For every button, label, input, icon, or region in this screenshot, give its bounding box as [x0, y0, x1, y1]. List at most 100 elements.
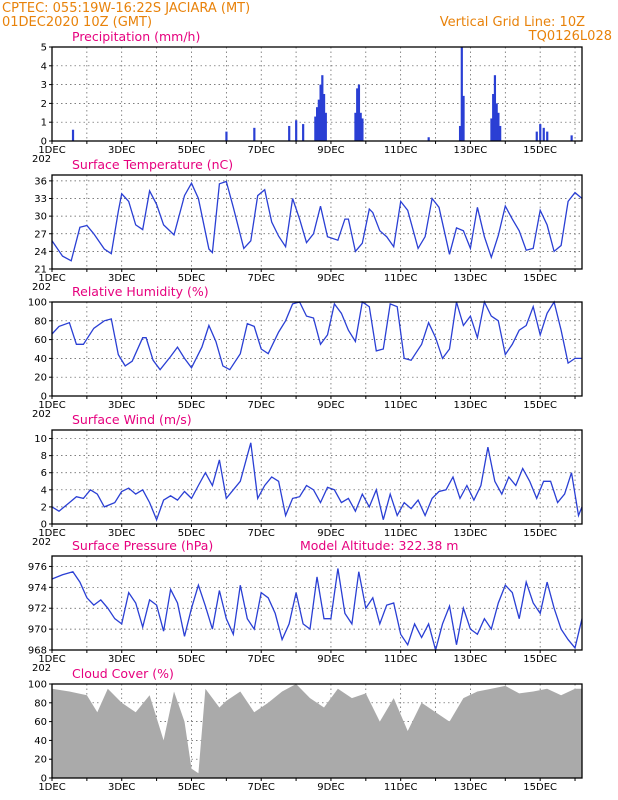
cloud-ytick-label: 40 — [34, 736, 47, 747]
temp-ytick-label: 24 — [34, 247, 47, 258]
rh-year-label: 202 — [32, 409, 51, 420]
wind-xtick-label: 11DEC — [384, 528, 418, 539]
press-title: Surface Pressure (hPa) — [72, 538, 213, 553]
rh-ytick-label: 60 — [34, 335, 47, 346]
precip-bar — [317, 99, 320, 141]
cloud-ytick-label: 80 — [34, 698, 47, 709]
press-xtick-label: 9DEC — [317, 654, 344, 665]
wind-ytick-label: 4 — [41, 485, 47, 496]
wind-ytick-label: 8 — [41, 451, 47, 462]
cloud-ytick-label: 0 — [41, 774, 47, 785]
press-series-line — [51, 568, 583, 653]
precip-year-label: 202 — [32, 154, 51, 165]
rh-ytick-label: 20 — [34, 373, 47, 384]
precip-bar — [324, 112, 327, 141]
precip-ytick-label: 5 — [41, 43, 47, 54]
temp-xtick-label: 1DEC — [38, 273, 65, 284]
precip-xtick-label: 7DEC — [248, 145, 275, 156]
precip-xtick-label: 11DEC — [384, 145, 418, 156]
wind-ytick-label: 2 — [41, 502, 47, 513]
wind-title: Surface Wind (m/s) — [72, 412, 192, 427]
rh-xtick-label: 15DEC — [523, 400, 557, 411]
precip-bar — [288, 125, 291, 141]
cloud-xtick-label: 13DEC — [454, 782, 488, 793]
press-xtick-label: 3DEC — [108, 654, 135, 665]
header-location: CPTEC: 055:19W-16:22S JACIARA (MT) — [2, 1, 250, 16]
cloud-ytick-label: 20 — [34, 755, 47, 766]
wind-series-line — [51, 442, 583, 522]
cloud-xtick-label: 5DEC — [178, 782, 205, 793]
cloud-xtick-label: 15DEC — [523, 782, 557, 793]
cloud-title: Cloud Cover (%) — [72, 666, 174, 681]
cloud-xtick-label: 11DEC — [384, 782, 418, 793]
wind-year-label: 202 — [32, 537, 51, 548]
precip-bar — [361, 118, 364, 141]
header-date: 01DEC2020 10Z (GMT) — [2, 15, 152, 30]
temp-xtick-label: 9DEC — [317, 273, 344, 284]
precip-ytick-label: 1 — [41, 118, 47, 129]
precip-bar — [302, 124, 305, 141]
press-xtick-label: 5DEC — [178, 654, 205, 665]
precip-bar — [490, 118, 493, 141]
cloud-ytick-label: 100 — [28, 680, 47, 691]
temp-ytick-label: 27 — [34, 229, 47, 240]
temp-xtick-label: 3DEC — [108, 273, 135, 284]
rh-series-line — [51, 299, 582, 371]
press-frame — [51, 555, 583, 651]
wind-xtick-label: 1DEC — [38, 528, 65, 539]
temp-ytick-label: 33 — [34, 194, 47, 205]
precip-ytick-label: 3 — [41, 80, 47, 91]
wind-ytick-label: 0 — [41, 520, 47, 531]
precip-xtick-label: 13DEC — [454, 145, 488, 156]
cloud-xtick-label: 3DEC — [108, 782, 135, 793]
press-xtick-label: 15DEC — [523, 654, 557, 665]
precip-bar — [460, 47, 463, 141]
press-annotation: Model Altitude: 322.38 m — [300, 538, 458, 553]
temp-xtick-label: 7DEC — [248, 273, 275, 284]
press-xtick-label: 1DEC — [38, 654, 65, 665]
precip-bar — [535, 131, 538, 141]
rh-xtick-label: 5DEC — [178, 400, 205, 411]
rh-ytick-label: 80 — [34, 316, 47, 327]
precip-bar — [546, 131, 549, 141]
precip-bar — [356, 88, 359, 141]
wind-frame — [51, 429, 583, 525]
precip-bar — [322, 94, 326, 141]
cloud-area — [52, 684, 582, 778]
press-xtick-label: 13DEC — [454, 654, 488, 665]
press-xtick-label: 11DEC — [384, 654, 418, 665]
rh-xtick-label: 9DEC — [317, 400, 344, 411]
rh-xtick-label: 11DEC — [384, 400, 418, 411]
rh-xtick-label: 3DEC — [108, 400, 135, 411]
cloud-frame — [51, 683, 583, 779]
precip-xtick-label: 5DEC — [178, 145, 205, 156]
rh-frame — [51, 301, 583, 397]
wind-ytick-label: 10 — [34, 434, 47, 445]
precip-bar — [253, 127, 256, 141]
rh-xtick-label: 13DEC — [454, 400, 488, 411]
press-xtick-label: 7DEC — [248, 654, 275, 665]
header-grid-line: Vertical Grid Line: 10Z — [440, 15, 585, 30]
press-year-label: 202 — [32, 663, 51, 674]
temp-ytick-label: 21 — [34, 265, 47, 276]
wind-ytick-label: 6 — [41, 468, 47, 479]
precip-xtick-label: 15DEC — [523, 145, 557, 156]
temp-ytick-label: 30 — [34, 212, 47, 223]
rh-ytick-label: 40 — [34, 354, 47, 365]
precip-ytick-label: 2 — [41, 99, 47, 110]
precip-ytick-label: 0 — [41, 137, 47, 148]
wind-xtick-label: 13DEC — [454, 528, 488, 539]
rh-ytick-label: 100 — [28, 298, 47, 309]
precip-bar — [458, 125, 462, 141]
rh-title: Relative Humidity (%) — [72, 284, 209, 299]
precip-title: Precipitation (mm/h) — [72, 29, 200, 44]
precip-bar — [354, 112, 357, 141]
temp-frame — [51, 174, 583, 270]
temp-year-label: 202 — [32, 282, 51, 293]
precip-bar — [492, 94, 495, 141]
precip-bar — [497, 112, 500, 141]
temp-xtick-label: 11DEC — [384, 273, 418, 284]
rh-xtick-label: 1DEC — [38, 400, 65, 411]
cloud-xtick-label: 9DEC — [317, 782, 344, 793]
wind-xtick-label: 5DEC — [178, 528, 205, 539]
